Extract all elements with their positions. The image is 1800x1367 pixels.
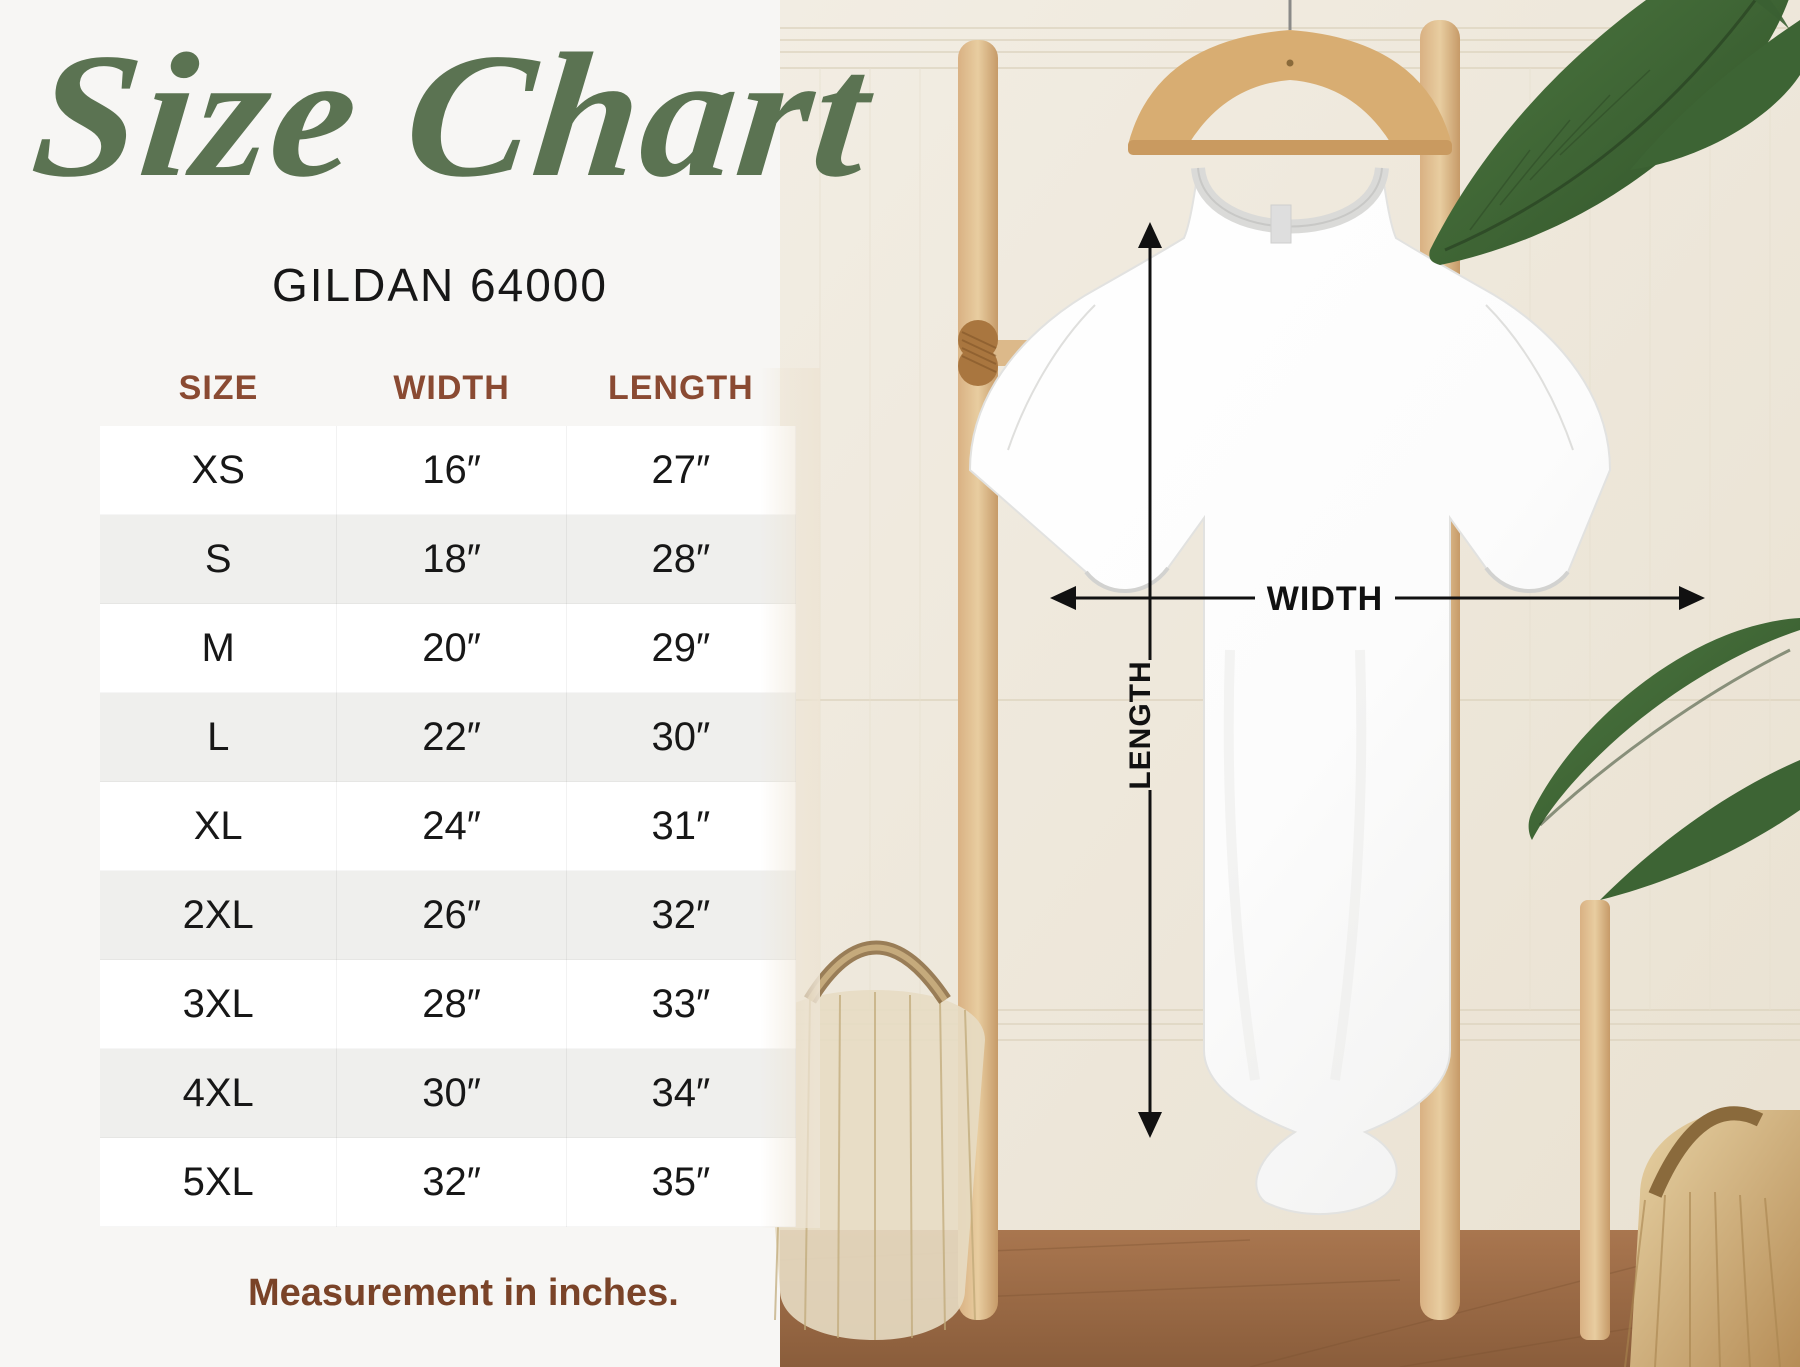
svg-text:LENGTH: LENGTH [1124,660,1157,789]
svg-text:WIDTH: WIDTH [1267,580,1383,618]
